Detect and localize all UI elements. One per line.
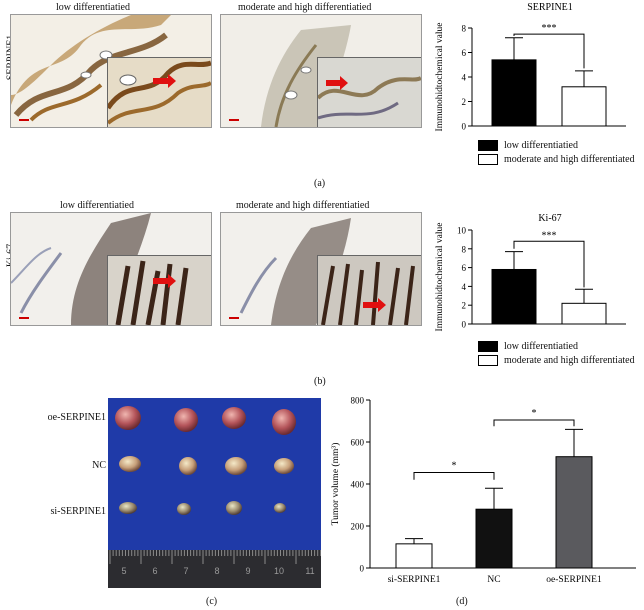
tumors-oe bbox=[115, 406, 296, 435]
micrograph-ki67-low bbox=[10, 212, 212, 326]
significance-bracket bbox=[413, 471, 495, 480]
ruler bbox=[108, 550, 321, 588]
image-title-a-low: low differentiatied bbox=[56, 2, 130, 13]
panel-label-b: (b) bbox=[314, 376, 326, 387]
image-title-b-high: moderate and high differentiatied bbox=[236, 200, 370, 211]
bar bbox=[491, 59, 537, 127]
chart-title: Ki-67 bbox=[538, 213, 561, 224]
micrograph-ki67-high bbox=[220, 212, 422, 326]
micrograph-serpine1-low bbox=[10, 14, 212, 128]
y-tick-label: 6 bbox=[462, 263, 467, 273]
ruler-number: 10 bbox=[273, 566, 284, 576]
arrow-icon bbox=[326, 76, 348, 90]
y-tick-label: 800 bbox=[351, 396, 365, 406]
legend-item-high-b: moderate and high differentiated bbox=[478, 355, 635, 367]
bar bbox=[395, 543, 433, 569]
significance-bracket bbox=[513, 240, 585, 288]
chart-serpine1: SERPINE1 Immunohidtochemical value 0 2 4 6 8 **… bbox=[435, 2, 626, 132]
y-tick-label: 8 bbox=[462, 24, 467, 34]
ruler-number: 8 bbox=[214, 566, 220, 576]
chart-tumor: Tumor volume (mm³) 0 200 400 600 800 si-SERPIN… bbox=[330, 396, 636, 585]
y-tick-label: 4 bbox=[462, 73, 467, 83]
significance-marker: *** bbox=[542, 230, 557, 241]
ruler-numbers: 5 6 7 8 9 10 11 bbox=[108, 566, 321, 580]
inset-serpine1-high bbox=[317, 57, 421, 127]
x-tick-label: NC bbox=[487, 575, 500, 585]
inset-ki67-high bbox=[317, 255, 421, 325]
significance-marker: * bbox=[452, 460, 457, 471]
arrow-icon bbox=[363, 298, 386, 312]
chart-title: SERPINE1 bbox=[527, 2, 573, 13]
row-label-nc: NC bbox=[92, 460, 106, 471]
bar bbox=[491, 268, 537, 325]
bar bbox=[555, 456, 593, 569]
image-title-b-low: low differentiatied bbox=[60, 200, 134, 211]
y-tick-label: 0 bbox=[360, 564, 365, 574]
ruler-number: 7 bbox=[183, 566, 189, 576]
ruler-number: 5 bbox=[121, 566, 127, 576]
arrow-icon bbox=[153, 74, 176, 88]
y-tick-label: 400 bbox=[351, 480, 365, 490]
bar bbox=[475, 508, 513, 569]
y-tick-label: 4 bbox=[462, 282, 467, 292]
ruler-number: 9 bbox=[245, 566, 251, 576]
tumors-nc bbox=[119, 456, 294, 475]
row-label-si: si-SERPINE1 bbox=[50, 506, 106, 517]
ruler-number: 11 bbox=[305, 566, 315, 576]
y-tick-label: 2 bbox=[462, 97, 467, 107]
y-tick-label: 600 bbox=[351, 438, 365, 448]
tumors-si bbox=[119, 501, 286, 515]
legend-item-low-a: low differentiatied bbox=[478, 140, 578, 152]
y-tick-label: 2 bbox=[462, 301, 467, 311]
significance-marker: * bbox=[532, 408, 537, 419]
row-label-oe: oe-SERPINE1 bbox=[47, 412, 106, 423]
inset-ki67-low bbox=[107, 255, 211, 325]
inset-serpine1-low bbox=[107, 57, 211, 127]
significance-bracket bbox=[513, 33, 585, 69]
bar bbox=[561, 86, 607, 127]
panel-label-c: (c) bbox=[206, 596, 218, 607]
y-axis-label: Tumor volume (mm³) bbox=[330, 443, 341, 526]
y-tick-label: 0 bbox=[462, 122, 467, 132]
legend-item-low-b: low differentiatied bbox=[478, 341, 578, 353]
legend-item-high-a: moderate and high differentiated bbox=[478, 154, 635, 166]
micrograph-serpine1-high bbox=[220, 14, 422, 128]
arrow-icon bbox=[153, 274, 176, 288]
y-axis-label: Immunohidtochemical value bbox=[435, 23, 445, 132]
image-title-a-high: moderate and high differentiatied bbox=[238, 2, 372, 13]
x-tick-label: oe-SERPINE1 bbox=[546, 575, 602, 585]
y-tick-label: 10 bbox=[457, 226, 467, 236]
y-tick-label: 6 bbox=[462, 48, 467, 58]
x-tick-label: si-SERPINE1 bbox=[388, 575, 441, 585]
y-tick-label: 8 bbox=[462, 244, 467, 254]
panel-label-a: (a) bbox=[314, 178, 326, 189]
chart-ki67: Ki-67 Immunohidtochemical value 0 2 4 6 8 10 *** bbox=[435, 213, 626, 332]
ruler-number: 6 bbox=[152, 566, 158, 576]
significance-marker: *** bbox=[542, 23, 557, 34]
tumor-photo: 5 6 7 8 9 10 11 bbox=[108, 398, 321, 588]
y-tick-label: 200 bbox=[351, 522, 365, 532]
bar bbox=[561, 302, 607, 325]
significance-bracket bbox=[493, 419, 575, 427]
y-tick-label: 0 bbox=[462, 320, 467, 330]
panel-label-d: (d) bbox=[456, 596, 468, 607]
y-axis-label: Immunohidtochemical value bbox=[435, 223, 445, 332]
